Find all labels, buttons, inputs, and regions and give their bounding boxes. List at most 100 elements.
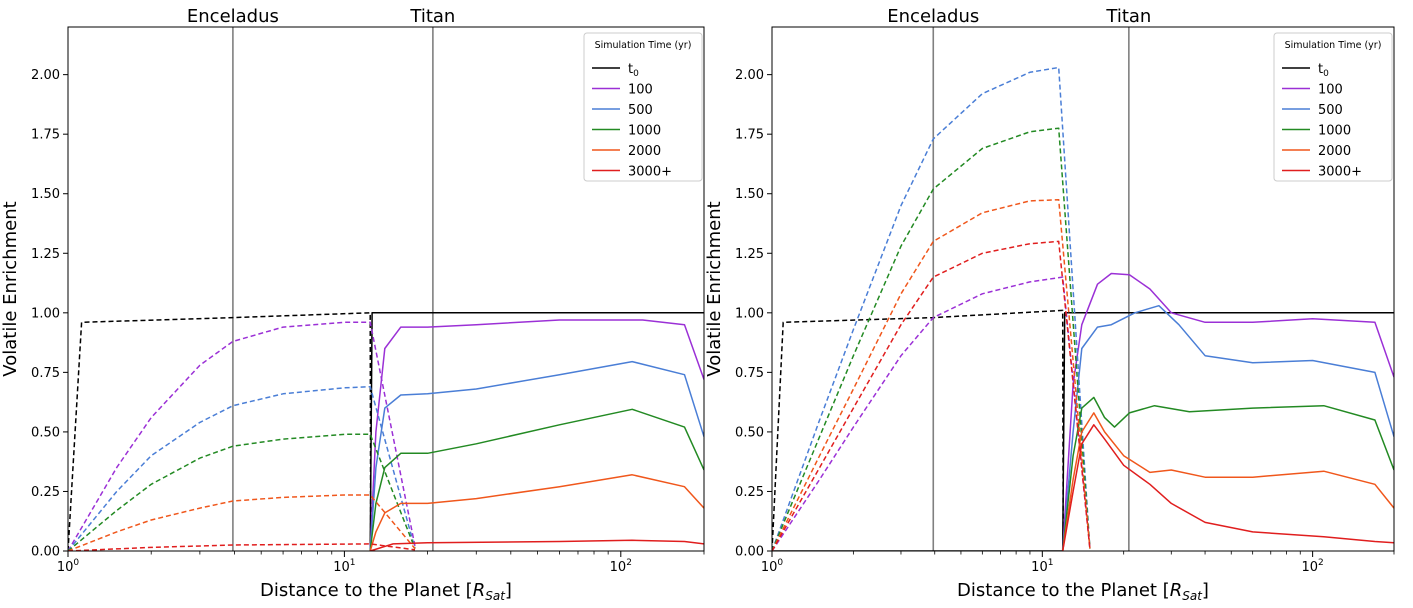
x-tick-base: 10 [1031,560,1048,575]
legend-entry: t0 [1318,62,1329,79]
series-line-8 [369,408,704,551]
legend-entry: 500 [628,103,653,118]
legend-entry-subscript: 0 [633,69,639,79]
series-line-11 [1061,412,1394,551]
series-line-4 [772,276,1091,551]
legend-entry-label: 1000 [1318,124,1351,139]
legend-entry-subscript: 0 [1323,69,1329,79]
legend-entry-label: 100 [628,83,653,98]
x-tick-exponent: 2 [1318,558,1324,568]
y-tick-label: 1.50 [31,187,60,202]
y-tick-label: 0.50 [31,425,60,440]
reference-label-titan: Titan [409,6,455,27]
series-line-4 [369,319,704,551]
series-line-12 [369,539,704,551]
legend-entry: 2000 [1318,144,1351,159]
series-line-7 [68,433,416,551]
y-tick-label: 0.75 [31,366,60,381]
series-line-9 [68,494,416,551]
series-line-2 [369,312,704,551]
x-axis-label: Distance to the Planet [RSat] [957,580,1209,603]
series-group [772,66,1394,551]
legend-entry-label: t [1318,62,1323,77]
legend-title: Simulation Time (yr) [595,40,692,51]
x-tick-base: 10 [57,560,74,575]
x-tick-label: 102 [610,558,632,575]
y-tick-label: 0.25 [735,485,764,500]
reference-label-enceladus: Enceladus [887,6,979,27]
x-tick-base: 10 [761,560,778,575]
legend-entry-label: 2000 [628,144,661,159]
legend-entry-label: 500 [1318,103,1343,118]
legend-box [1273,32,1393,182]
x-tick-exponent: 1 [1048,558,1054,568]
legend-entry-label: t [628,62,633,77]
y-tick-label: 2.00 [735,68,764,83]
x-tick-base: 10 [1301,560,1318,575]
legend-entry: 500 [1318,103,1343,118]
legend-entry-label: 500 [628,103,653,118]
y-axis-label: Volatile Enrichment [0,201,21,376]
y-tick-label: 1.25 [31,247,60,262]
reference-label-enceladus: Enceladus [187,6,279,27]
legend-entry: t0 [628,62,639,79]
x-tick-label: 100 [57,558,80,575]
x-tick-exponent: 0 [73,558,79,568]
series-group [68,312,704,551]
x-axis-label-subscript: Sat [1182,589,1203,603]
legend-entry: 100 [628,83,653,98]
series-line-6 [772,66,1091,551]
legend-entry-label: 2000 [1318,144,1351,159]
x-tick-base: 10 [610,560,627,575]
x-tick-exponent: 1 [350,558,356,568]
legend-entry: 3000+ [628,165,672,180]
x-tick-base: 10 [333,560,350,575]
y-tick-label: 0.75 [735,366,764,381]
legend-entry: 1000 [628,124,661,139]
x-axis-label-symbol: R [1170,580,1183,601]
legend-box [583,32,703,182]
x-axis-label-end: ] [505,580,512,601]
y-tick-label: 1.25 [735,247,764,262]
y-tick-label: 0.25 [31,485,60,500]
series-line-13 [1061,424,1394,551]
x-tick-exponent: 2 [626,558,632,568]
legend: Simulation Time (yr) t0 100 500 1000 2000 3000… [583,32,703,182]
legend-entry: 2000 [628,144,661,159]
y-tick-label: 0.00 [735,545,764,560]
y-tick-label: 2.00 [31,68,60,83]
series-line-8 [772,127,1091,551]
series-line-3 [68,321,416,551]
y-tick-label: 1.75 [31,128,60,143]
series-line-1 [772,309,1064,551]
y-axis-label: Volatile Enrichment [704,201,725,376]
x-axis-label-text: Distance to the Planet [ [260,580,473,601]
x-axis-label-symbol: R [473,580,486,601]
series-line-5 [1061,272,1394,551]
y-tick-label: 1.50 [735,187,764,202]
legend-entry-label: 100 [1318,83,1343,98]
y-tick-label: 1.75 [735,128,764,143]
plot-frame [771,26,1395,552]
x-tick-label: 101 [1031,558,1053,575]
y-tick-label: 0.00 [31,545,60,560]
series-line-11 [68,543,416,551]
series-line-10 [369,474,704,551]
plot-frame [67,26,705,552]
x-tick-label: 102 [1301,558,1323,575]
legend-entry-label: 1000 [628,124,661,139]
legend-entry: 1000 [1318,124,1351,139]
legend-entry-label: 3000+ [628,165,672,180]
legend-entry: 3000+ [1318,165,1362,180]
y-tick-label: 1.00 [31,306,60,321]
chart-panel-2: Enceladus Titan 0.00 0.25 0.50 0.75 1.00 1.25 1.… [704,6,1395,603]
series-line-6 [369,360,704,551]
x-axis-label-text: Distance to the Planet [ [957,580,1170,601]
series-line-9 [1061,396,1394,551]
x-axis-label: Distance to the Planet [RSat] [260,580,512,603]
x-tick-label: 101 [333,558,355,575]
chart-panel-1: Enceladus Titan 0.00 0.25 0.50 0.75 1.00 1.25 1.… [0,6,705,603]
legend-entry: 100 [1318,83,1343,98]
series-line-7 [1061,304,1394,551]
